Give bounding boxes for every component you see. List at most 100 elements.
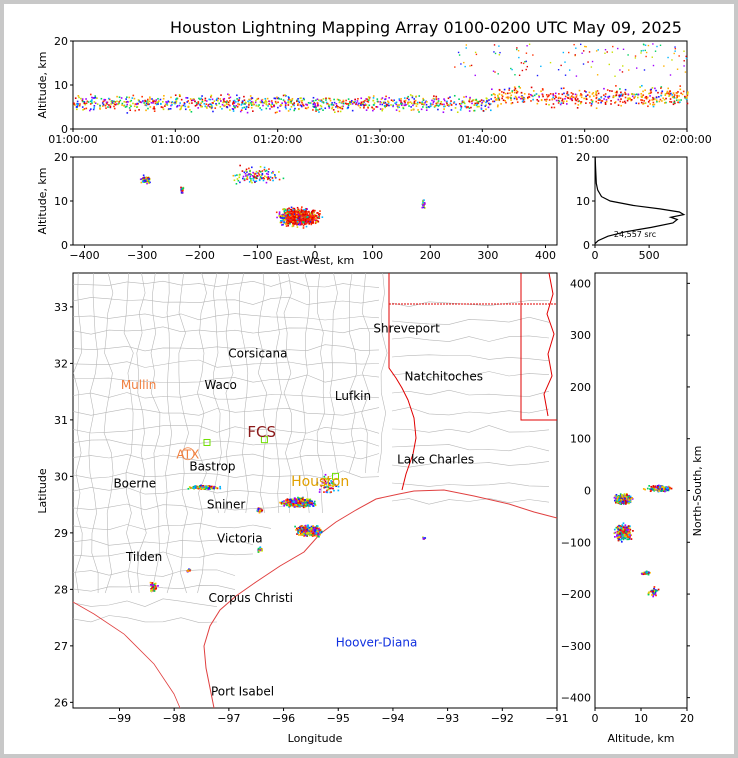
- hist-alt-tick: 20: [576, 151, 590, 164]
- lightning-source: [259, 548, 262, 550]
- lightning-source: [308, 218, 310, 221]
- lightning-source: [396, 105, 399, 108]
- lightning-source: [678, 99, 680, 101]
- lightning-source: [153, 590, 156, 592]
- lightning-source: [281, 214, 283, 216]
- lightning-source: [299, 213, 301, 216]
- lightning-source: [606, 89, 609, 91]
- lightning-source: [285, 94, 287, 97]
- lightning-source: [619, 100, 622, 103]
- lightning-source: [527, 97, 529, 100]
- lightning-source: [225, 101, 228, 103]
- altitude-eastwest-xlabel: East-West, km: [276, 254, 354, 267]
- lightning-source: [288, 504, 291, 506]
- lightning-source: [192, 486, 195, 488]
- lightning-source: [301, 525, 304, 527]
- lightning-source: [604, 95, 607, 98]
- lightning-source: [619, 88, 621, 90]
- lightning-source: [455, 103, 457, 106]
- lightning-source: [327, 486, 330, 488]
- lightning-source: [289, 501, 292, 503]
- lightning-source: [333, 111, 336, 114]
- parish-line: [391, 498, 550, 505]
- lightning-source: [407, 103, 409, 105]
- lightning-source: [469, 65, 471, 67]
- lightning-source: [190, 110, 193, 113]
- lightning-source: [241, 102, 243, 105]
- lightning-source: [432, 103, 434, 106]
- lightning-source: [422, 200, 424, 203]
- lightning-source: [294, 502, 296, 504]
- lightning-source: [143, 176, 145, 179]
- lightning-source: [480, 99, 483, 101]
- ew-tick: −400: [69, 249, 99, 262]
- lightning-source: [237, 99, 240, 102]
- lightning-source: [433, 98, 436, 100]
- lightning-source: [236, 174, 238, 176]
- lightning-source: [210, 94, 213, 97]
- lightning-source: [307, 500, 310, 502]
- lightning-source: [128, 96, 131, 99]
- lightning-source: [283, 502, 285, 505]
- lightning-source: [489, 109, 492, 112]
- lightning-source: [312, 96, 315, 99]
- county-line: [72, 453, 380, 462]
- lightning-source: [407, 95, 409, 98]
- lightning-source: [276, 216, 278, 219]
- lightning-source: [307, 220, 310, 223]
- lightning-source: [510, 102, 513, 105]
- lightning-source: [277, 97, 280, 99]
- lightning-source: [311, 218, 313, 221]
- lightning-source: [614, 101, 617, 103]
- lightning-source: [381, 109, 384, 112]
- lightning-source: [250, 98, 253, 100]
- lightning-source: [571, 95, 573, 97]
- lightning-source: [145, 104, 148, 107]
- lightning-source: [519, 97, 522, 100]
- station-marker: [260, 436, 268, 444]
- lightning-source: [153, 108, 156, 110]
- lightning-source: [494, 71, 496, 73]
- lightning-source: [153, 583, 156, 586]
- lightning-source: [595, 107, 598, 110]
- lightning-source: [408, 98, 410, 101]
- lightning-source: [663, 65, 665, 67]
- lightning-source: [400, 97, 402, 100]
- lightning-source: [150, 101, 153, 104]
- lightning-source: [619, 69, 621, 71]
- lightning-source: [335, 104, 338, 107]
- lightning-source: [341, 101, 343, 104]
- lightning-source: [475, 98, 478, 101]
- lightning-source: [605, 100, 608, 103]
- lightning-source: [262, 177, 265, 179]
- lightning-source: [142, 174, 145, 177]
- lightning-source: [301, 503, 304, 506]
- lightning-source: [116, 95, 118, 98]
- altitude-time-ylabel: Altitude, km: [36, 51, 49, 118]
- lightning-source: [308, 219, 311, 222]
- lightning-source: [84, 103, 87, 106]
- offshore-boundary: [72, 601, 181, 709]
- lightning-source: [290, 206, 293, 209]
- lightning-source: [304, 528, 307, 531]
- lightning-source: [583, 97, 585, 100]
- lightning-source: [487, 106, 490, 109]
- lightning-source: [474, 74, 476, 77]
- lightning-source: [304, 210, 307, 213]
- lightning-source: [524, 61, 526, 63]
- lightning-source: [300, 216, 303, 219]
- lightning-source: [611, 90, 613, 92]
- lightning-source: [300, 211, 303, 213]
- lightning-source: [574, 93, 577, 96]
- lightning-source: [614, 535, 616, 538]
- lightning-source: [300, 505, 303, 507]
- city-label: Corsicana: [228, 347, 287, 361]
- lightning-source: [297, 100, 300, 102]
- lightning-source: [288, 213, 290, 215]
- lightning-source: [246, 111, 249, 114]
- lightning-source: [185, 96, 187, 99]
- lightning-source: [388, 96, 390, 99]
- lightning-source: [239, 110, 242, 113]
